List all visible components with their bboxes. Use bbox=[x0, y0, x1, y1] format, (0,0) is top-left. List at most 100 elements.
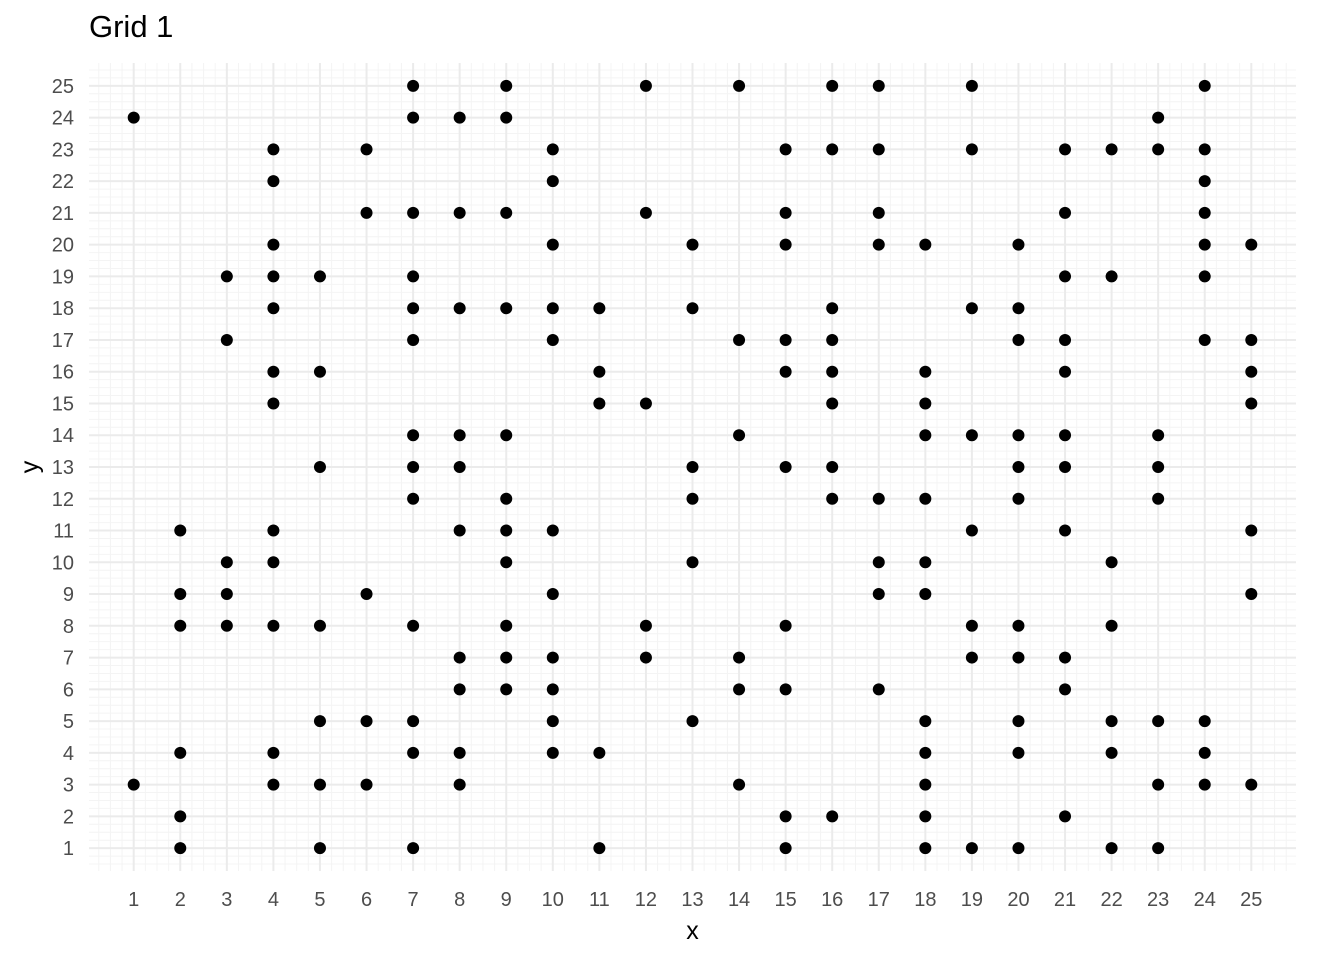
data-point bbox=[1245, 778, 1258, 791]
data-point bbox=[919, 715, 932, 728]
data-point bbox=[733, 79, 746, 92]
data-point bbox=[872, 79, 885, 92]
data-point bbox=[1105, 619, 1118, 632]
chart-title: Grid 1 bbox=[89, 9, 174, 44]
data-point bbox=[546, 524, 559, 537]
y-tick-label: 8 bbox=[63, 616, 74, 638]
data-point bbox=[546, 683, 559, 696]
data-point bbox=[500, 556, 513, 569]
data-point bbox=[453, 524, 466, 537]
y-tick-label: 11 bbox=[53, 521, 74, 543]
data-point bbox=[919, 810, 932, 823]
data-point bbox=[779, 461, 792, 473]
y-tick-label: 14 bbox=[52, 425, 74, 447]
data-point bbox=[1152, 778, 1165, 791]
data-point bbox=[1105, 556, 1118, 569]
data-point bbox=[779, 238, 792, 251]
data-point bbox=[686, 492, 699, 505]
y-tick-label: 4 bbox=[63, 743, 74, 765]
data-point bbox=[1059, 143, 1072, 156]
data-point bbox=[407, 461, 420, 473]
data-point bbox=[639, 397, 652, 410]
data-point bbox=[965, 619, 978, 632]
data-point bbox=[919, 238, 932, 251]
data-point bbox=[872, 556, 885, 569]
data-point bbox=[639, 206, 652, 219]
data-point bbox=[500, 492, 513, 505]
data-point bbox=[826, 79, 839, 92]
data-point bbox=[453, 778, 466, 791]
y-tick-label: 12 bbox=[52, 489, 74, 511]
data-point bbox=[965, 302, 978, 315]
data-point bbox=[546, 238, 559, 251]
data-point bbox=[1245, 238, 1258, 251]
data-point bbox=[1105, 270, 1118, 283]
data-point bbox=[872, 683, 885, 696]
data-point bbox=[407, 302, 420, 315]
data-point bbox=[1012, 651, 1025, 664]
data-point bbox=[686, 461, 699, 473]
y-tick-label: 3 bbox=[63, 775, 74, 797]
y-tick-label: 15 bbox=[52, 393, 74, 415]
data-point bbox=[919, 778, 932, 791]
data-point bbox=[1059, 524, 1072, 537]
data-point bbox=[1059, 365, 1072, 378]
y-tick-label: 5 bbox=[63, 711, 74, 733]
y-tick-label: 13 bbox=[52, 457, 74, 479]
data-point bbox=[1059, 206, 1072, 219]
data-point bbox=[779, 842, 792, 855]
data-point bbox=[1152, 429, 1165, 442]
data-point bbox=[733, 651, 746, 664]
data-point bbox=[1245, 397, 1258, 410]
data-point bbox=[826, 810, 839, 823]
data-point bbox=[1245, 524, 1258, 537]
x-tick-label: 15 bbox=[775, 889, 797, 911]
x-tick-label: 24 bbox=[1194, 889, 1216, 911]
data-point bbox=[733, 683, 746, 696]
data-point bbox=[1198, 778, 1211, 791]
y-tick-label: 2 bbox=[63, 806, 74, 828]
data-point bbox=[267, 238, 280, 251]
data-point bbox=[919, 397, 932, 410]
data-point bbox=[1152, 143, 1165, 156]
data-point bbox=[919, 365, 932, 378]
y-tick-label: 19 bbox=[52, 266, 74, 288]
data-point bbox=[267, 175, 280, 188]
x-tick-label: 5 bbox=[314, 889, 325, 911]
data-point bbox=[919, 588, 932, 601]
data-point bbox=[546, 588, 559, 601]
data-point bbox=[360, 588, 373, 601]
data-point bbox=[686, 238, 699, 251]
y-tick-label: 10 bbox=[52, 552, 74, 574]
y-tick-label: 22 bbox=[52, 171, 74, 193]
data-point bbox=[220, 556, 233, 569]
data-point bbox=[267, 778, 280, 791]
y-tick-label: 18 bbox=[52, 298, 74, 320]
x-tick-label: 8 bbox=[454, 889, 465, 911]
data-point bbox=[500, 79, 513, 92]
y-axis-title: y bbox=[16, 460, 44, 473]
data-point bbox=[267, 270, 280, 283]
data-point bbox=[639, 79, 652, 92]
data-point bbox=[546, 333, 559, 346]
data-point bbox=[174, 524, 187, 537]
data-point bbox=[407, 79, 420, 92]
data-point bbox=[500, 111, 513, 124]
data-point bbox=[733, 778, 746, 791]
y-tick-label: 25 bbox=[52, 76, 74, 98]
data-point bbox=[779, 683, 792, 696]
data-point bbox=[174, 746, 187, 759]
x-tick-label: 9 bbox=[501, 889, 512, 911]
data-point bbox=[407, 715, 420, 728]
data-point bbox=[360, 778, 373, 791]
data-point bbox=[1012, 302, 1025, 315]
y-tick-label: 7 bbox=[63, 648, 74, 670]
data-point bbox=[407, 429, 420, 442]
data-point bbox=[500, 524, 513, 537]
data-point bbox=[872, 588, 885, 601]
data-point bbox=[1012, 333, 1025, 346]
x-tick-label: 12 bbox=[635, 889, 657, 911]
data-point bbox=[313, 270, 326, 283]
